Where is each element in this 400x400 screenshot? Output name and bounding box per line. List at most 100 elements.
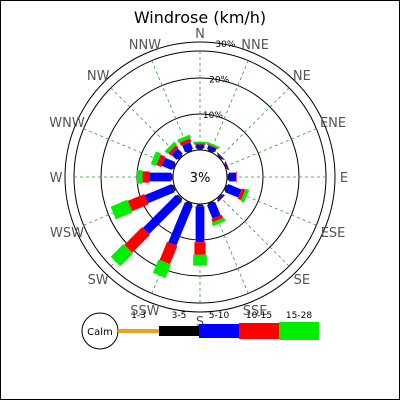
spoke-ese — [224, 186, 317, 226]
direction-label-wnw: WNW — [49, 116, 85, 131]
direction-label-nnw: NNW — [129, 38, 161, 53]
bar-s-15-28 — [193, 254, 207, 266]
legend-swatch-3-5 — [159, 326, 199, 336]
ring-label: 20% — [209, 76, 229, 86]
bar-ese-3-5 — [224, 184, 228, 191]
bar-ene-10-15 — [225, 160, 230, 171]
bar-nne-3-5 — [207, 149, 214, 153]
bar-sw-15-28 — [110, 244, 133, 267]
direction-labels: N NNE NE ENE E ESE SE SSE S SSW SW WSW W WNW NW NNW — [49, 27, 348, 330]
direction-label-sse: SSE — [243, 304, 268, 319]
legend-label-10-15: 10-15 — [246, 311, 272, 321]
bar-se-5-10 — [217, 194, 225, 202]
spoke-se — [218, 195, 290, 267]
bar-nw-5-10 — [171, 148, 183, 160]
direction-label-wsw: WSW — [50, 226, 84, 241]
bar-ssw-10-15 — [159, 241, 178, 265]
bar-w-3-5 — [171, 173, 173, 181]
bar-ssw-3-5 — [185, 201, 193, 206]
bar-sse-5-10 — [207, 201, 221, 219]
bar-ne-5-10 — [217, 153, 224, 160]
bar-sse-15-28 — [211, 217, 226, 227]
bar-sse-10-15 — [211, 214, 224, 223]
legend-swatch-1-3 — [118, 329, 159, 333]
bar-nw-15-28 — [164, 141, 177, 154]
bar-se-3-5 — [217, 194, 223, 200]
spoke-sse — [209, 201, 249, 294]
bar-sw-1-3 — [178, 194, 183, 199]
bar-ene-5-10 — [224, 161, 229, 171]
bar-sw-5-10 — [142, 194, 183, 235]
bar-ssw-15-28 — [152, 259, 171, 279]
legend-label-1-3: 1-3 — [131, 311, 146, 321]
chart-title: Windrose (km/h) — [134, 8, 266, 27]
legend-label-3-5: 3-5 — [172, 311, 187, 321]
direction-label-n: N — [195, 27, 205, 42]
bar-sse-3-5 — [207, 201, 214, 205]
bar-nne-15-28 — [206, 141, 220, 149]
bar-wsw-5-10 — [144, 184, 175, 204]
spoke-wnw — [83, 128, 176, 168]
direction-label-nne: NNE — [241, 38, 269, 53]
bar-nnw-5-10 — [182, 142, 193, 153]
direction-label-s: S — [196, 315, 204, 330]
bar-n-3-5 — [196, 148, 204, 150]
bar-s-3-5 — [196, 204, 204, 207]
calm-center-label: 3% — [190, 171, 211, 186]
direction-label-e: E — [340, 171, 348, 186]
bar-nnw-10-15 — [179, 138, 192, 146]
bar-ne-10-15 — [216, 151, 226, 161]
direction-label-sw: SW — [88, 273, 109, 288]
bar-nnw-3-5 — [186, 149, 193, 153]
bar-sw-3-5 — [176, 194, 183, 201]
bar-ssw-5-10 — [168, 202, 193, 246]
direction-label-ene: ENE — [320, 116, 346, 131]
calm-center-circle — [172, 149, 228, 205]
bar-se-10-15 — [217, 194, 226, 203]
direction-label-ssw: SSW — [130, 304, 160, 319]
bar-w-10-15 — [142, 171, 150, 183]
legend-calm-label: Calm — [87, 327, 113, 338]
legend-swatch-15-28 — [279, 322, 319, 340]
ring-30 — [64, 41, 336, 313]
spoke-nne — [209, 60, 249, 153]
direction-label-se: SE — [294, 273, 310, 288]
bar-wnw-3-5 — [172, 163, 176, 170]
ring-label: 10% — [203, 111, 223, 121]
bar-n-10-15 — [194, 143, 206, 145]
spoke-nw — [110, 87, 182, 159]
bar-nw-10-15 — [168, 145, 179, 156]
bar-wsw-3-5 — [171, 184, 176, 192]
bar-wnw-5-10 — [161, 157, 176, 170]
bar-ene-3-5 — [224, 163, 228, 170]
bar-e-5-10 — [228, 172, 236, 182]
bar-ne-3-5 — [217, 154, 223, 160]
legend-swatch-10-15 — [239, 323, 279, 339]
direction-label-ne: NE — [293, 69, 311, 84]
bar-s-10-15 — [194, 242, 206, 255]
bar-e-3-5 — [227, 173, 229, 181]
ring-labels: 10% 20% 30% — [203, 40, 236, 121]
bar-wnw-10-15 — [156, 154, 166, 167]
speed-legend: Calm 1-3 3-5 5-10 10-15 15-28 — [81, 311, 319, 350]
legend-label-15-28: 15-28 — [286, 311, 312, 321]
bar-sw-10-15 — [124, 227, 150, 253]
bar-nw-3-5 — [177, 154, 183, 160]
bar-w-5-10 — [149, 172, 172, 182]
bar-wsw-10-15 — [127, 194, 149, 212]
bar-wnw-15-28 — [150, 151, 161, 167]
direction-label-w: W — [50, 171, 63, 186]
bar-wsw-15-28 — [110, 199, 133, 220]
spoke-nnw — [151, 60, 191, 153]
wind-bars — [110, 134, 250, 279]
direction-label-nw: NW — [87, 69, 110, 84]
bar-nne-10-15 — [207, 143, 218, 150]
bar-s-5-10 — [195, 206, 205, 243]
bar-n-5-10 — [195, 144, 205, 149]
bar-w-15-28 — [137, 170, 143, 184]
bar-e-10-15 — [236, 171, 237, 183]
bar-ese-5-10 — [224, 184, 242, 198]
ring-label: 30% — [215, 40, 235, 50]
